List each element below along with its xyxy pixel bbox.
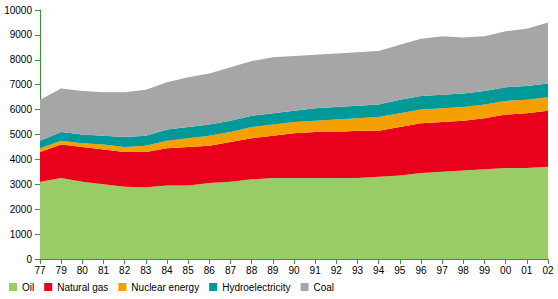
svg-text:1000: 1000 bbox=[10, 229, 33, 240]
svg-text:01: 01 bbox=[521, 265, 533, 276]
svg-text:96: 96 bbox=[415, 265, 427, 276]
svg-text:2000: 2000 bbox=[10, 204, 33, 215]
svg-text:84: 84 bbox=[161, 265, 173, 276]
svg-text:0: 0 bbox=[26, 254, 32, 265]
svg-text:81: 81 bbox=[98, 265, 110, 276]
svg-text:5000: 5000 bbox=[10, 129, 33, 140]
svg-text:90: 90 bbox=[288, 265, 300, 276]
svg-text:Nuclear energy: Nuclear energy bbox=[131, 282, 199, 293]
svg-text:88: 88 bbox=[246, 265, 258, 276]
svg-text:95: 95 bbox=[394, 265, 406, 276]
svg-text:80: 80 bbox=[77, 265, 89, 276]
svg-text:87: 87 bbox=[225, 265, 237, 276]
svg-text:Natural gas: Natural gas bbox=[57, 282, 108, 293]
svg-text:99: 99 bbox=[479, 265, 491, 276]
svg-text:85: 85 bbox=[183, 265, 195, 276]
svg-text:94: 94 bbox=[373, 265, 385, 276]
svg-text:97: 97 bbox=[437, 265, 449, 276]
svg-text:Oil: Oil bbox=[22, 282, 34, 293]
svg-text:92: 92 bbox=[331, 265, 343, 276]
svg-text:79: 79 bbox=[56, 265, 68, 276]
svg-text:91: 91 bbox=[310, 265, 322, 276]
svg-text:00: 00 bbox=[500, 265, 512, 276]
svg-text:77: 77 bbox=[34, 265, 46, 276]
svg-text:10000: 10000 bbox=[4, 5, 32, 16]
svg-text:3000: 3000 bbox=[10, 179, 33, 190]
svg-text:83: 83 bbox=[140, 265, 152, 276]
svg-text:6000: 6000 bbox=[10, 104, 33, 115]
svg-text:98: 98 bbox=[458, 265, 470, 276]
svg-text:02: 02 bbox=[542, 265, 554, 276]
svg-text:7000: 7000 bbox=[10, 79, 33, 90]
svg-text:89: 89 bbox=[267, 265, 279, 276]
svg-text:8000: 8000 bbox=[10, 54, 33, 65]
svg-text:86: 86 bbox=[204, 265, 216, 276]
svg-text:9000: 9000 bbox=[10, 29, 33, 40]
svg-text:Hydroelectricity: Hydroelectricity bbox=[222, 282, 290, 293]
svg-text:4000: 4000 bbox=[10, 154, 33, 165]
svg-text:93: 93 bbox=[352, 265, 364, 276]
svg-text:82: 82 bbox=[119, 265, 131, 276]
svg-text:Coal: Coal bbox=[314, 282, 335, 293]
